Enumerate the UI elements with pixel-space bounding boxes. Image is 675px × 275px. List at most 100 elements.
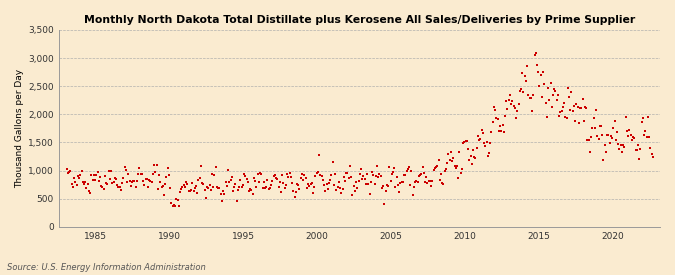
Point <box>385 178 396 183</box>
Point <box>431 164 441 169</box>
Point <box>502 107 513 111</box>
Point <box>435 172 446 176</box>
Point <box>496 128 507 133</box>
Point <box>490 108 501 112</box>
Point <box>414 174 425 178</box>
Point <box>78 180 88 185</box>
Point <box>64 170 75 174</box>
Point <box>266 182 277 187</box>
Point <box>571 102 582 106</box>
Point <box>155 180 166 185</box>
Point <box>616 149 627 154</box>
Point <box>362 172 373 177</box>
Point <box>474 138 485 142</box>
Point <box>235 178 246 183</box>
Point <box>393 183 404 188</box>
Point <box>498 130 509 134</box>
Point <box>373 175 383 180</box>
Point <box>576 106 587 110</box>
Point <box>507 98 518 103</box>
Point <box>154 173 165 177</box>
Point <box>271 176 281 180</box>
Point <box>517 70 528 75</box>
Point <box>162 166 173 170</box>
Point <box>172 198 183 202</box>
Point <box>262 178 273 182</box>
Point <box>177 185 188 189</box>
Point <box>416 172 427 177</box>
Point <box>410 180 421 184</box>
Point <box>504 98 514 102</box>
Point <box>308 185 319 189</box>
Point <box>130 185 141 189</box>
Point <box>643 115 653 120</box>
Point <box>165 186 176 190</box>
Point <box>438 182 449 186</box>
Point <box>134 166 145 170</box>
Point <box>342 171 353 175</box>
Point <box>372 164 383 168</box>
Point <box>626 138 637 142</box>
Point <box>504 93 515 97</box>
Point <box>132 178 142 183</box>
Point <box>441 167 452 171</box>
Point <box>379 202 389 207</box>
Point <box>224 180 235 184</box>
Point <box>591 108 601 112</box>
Point <box>354 172 365 176</box>
Point <box>72 174 83 178</box>
Point <box>599 143 610 147</box>
Point <box>405 183 416 188</box>
Point <box>562 86 573 91</box>
Point <box>389 166 400 170</box>
Point <box>120 168 131 172</box>
Point <box>281 183 292 187</box>
Point <box>465 153 476 158</box>
Point <box>112 182 123 187</box>
Point <box>602 133 613 137</box>
Point <box>598 157 609 162</box>
Point <box>545 81 556 86</box>
Point <box>283 175 294 179</box>
Point <box>529 53 540 57</box>
Point <box>213 186 223 191</box>
Point <box>181 180 192 185</box>
Point <box>429 166 440 170</box>
Point <box>325 178 335 183</box>
Point <box>274 180 285 184</box>
Point <box>86 173 97 177</box>
Point <box>390 185 401 189</box>
Point <box>173 204 184 208</box>
Point <box>437 181 448 185</box>
Point <box>161 175 172 180</box>
Point <box>320 188 331 193</box>
Point <box>630 148 641 153</box>
Point <box>305 182 316 186</box>
Point <box>623 134 634 138</box>
Point <box>613 142 624 146</box>
Point <box>256 172 267 176</box>
Point <box>407 193 418 198</box>
Point <box>95 175 105 179</box>
Point <box>453 176 464 181</box>
Point <box>458 141 468 146</box>
Point <box>160 182 171 186</box>
Point <box>514 89 525 93</box>
Point <box>96 183 107 188</box>
Point <box>574 121 585 126</box>
Point <box>91 172 102 177</box>
Point <box>80 180 90 184</box>
Point <box>115 188 126 192</box>
Point <box>635 146 646 151</box>
Point <box>113 185 124 189</box>
Point <box>190 184 201 189</box>
Point <box>539 81 550 86</box>
Point <box>315 173 326 177</box>
Point <box>90 178 101 182</box>
Point <box>141 176 152 181</box>
Point <box>574 106 585 111</box>
Point <box>167 204 178 208</box>
Point <box>163 173 174 178</box>
Point <box>251 185 262 189</box>
Point <box>595 123 605 128</box>
